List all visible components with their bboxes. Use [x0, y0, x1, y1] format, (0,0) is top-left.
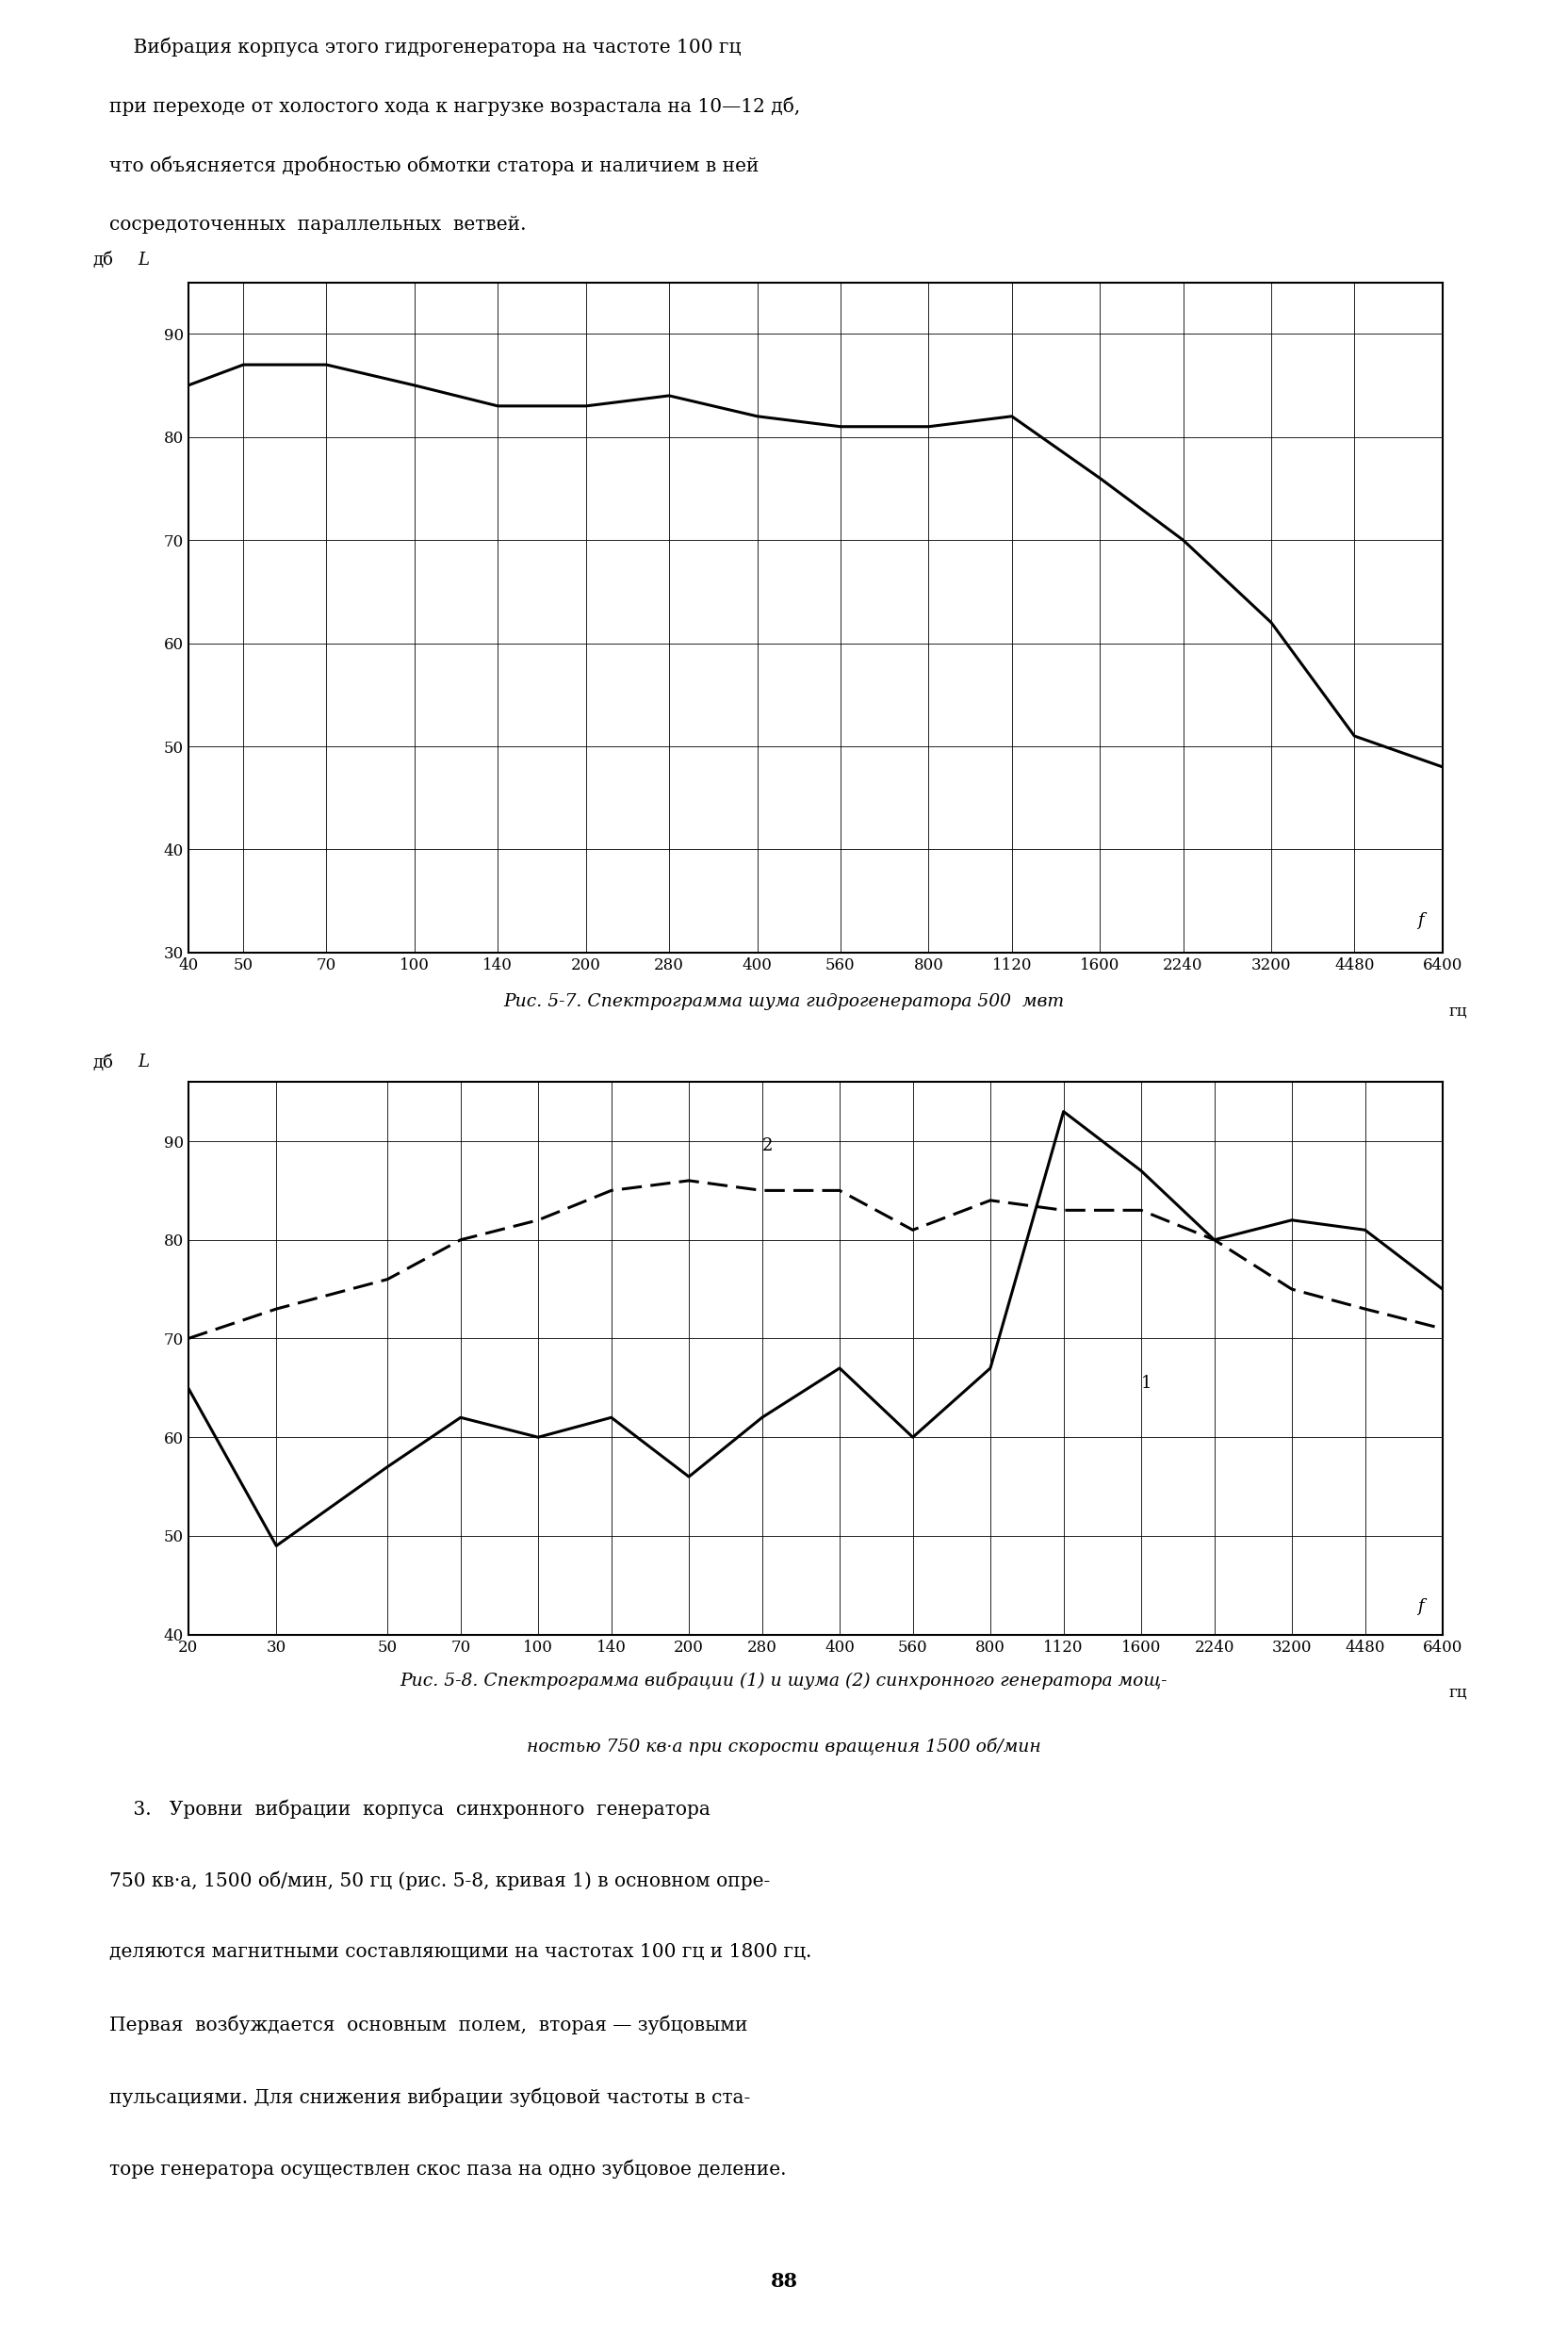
Text: 3.   Уровни  вибрации  корпуса  синхронного  генератора: 3. Уровни вибрации корпуса синхронного г…	[110, 1799, 710, 1818]
Text: пульсациями. Для снижения вибрации зубцовой частоты в ста-: пульсациями. Для снижения вибрации зубцо…	[110, 2089, 751, 2107]
Text: 2: 2	[762, 1138, 773, 1155]
Text: 88: 88	[770, 2272, 798, 2291]
Text: дб: дб	[93, 252, 113, 268]
Text: L: L	[138, 252, 149, 268]
Text: при переходе от холостого хода к нагрузке возрастала на 10—12 дб,: при переходе от холостого хода к нагрузк…	[110, 96, 801, 115]
Text: деляются магнитными составляющими на частотах 100 гц и 1800 гц.: деляются магнитными составляющими на час…	[110, 1943, 812, 1962]
Text: Рис. 5-8. Спектрограмма вибрации (1) и шума (2) синхронного генератора мощ-: Рис. 5-8. Спектрограмма вибрации (1) и ш…	[400, 1672, 1168, 1689]
Text: 1: 1	[1142, 1374, 1152, 1392]
Text: гц: гц	[1449, 1002, 1468, 1018]
Text: L: L	[138, 1054, 149, 1070]
Text: 750 кв·а, 1500 об/мин, 50 гц (рис. 5-8, кривая 1) в основном опре-: 750 кв·а, 1500 об/мин, 50 гц (рис. 5-8, …	[110, 1872, 770, 1891]
Text: f: f	[1417, 1599, 1424, 1616]
Text: дб: дб	[93, 1054, 113, 1070]
Text: Первая  возбуждается  основным  полем,  вторая — зубцовыми: Первая возбуждается основным полем, втор…	[110, 2016, 748, 2034]
Text: что объясняется дробностью обмотки статора и наличием в ней: что объясняется дробностью обмотки стато…	[110, 155, 759, 176]
Text: торе генератора осуществлен скос паза на одно зубцовое деление.: торе генератора осуществлен скос паза на…	[110, 2159, 787, 2178]
Text: f: f	[1417, 913, 1424, 929]
Text: ностью 750 кв·а при скорости вращения 1500 об/мин: ностью 750 кв·а при скорости вращения 15…	[527, 1738, 1041, 1755]
Text: гц: гц	[1449, 1684, 1468, 1700]
Text: сосредоточенных  параллельных  ветвей.: сосредоточенных параллельных ветвей.	[110, 216, 527, 233]
Text: Рис. 5-7. Спектрограмма шума гидрогенератора 500  мвт: Рис. 5-7. Спектрограмма шума гидрогенера…	[503, 993, 1065, 1011]
Text: Вибрация корпуса этого гидрогенератора на частоте 100 гц: Вибрация корпуса этого гидрогенератора н…	[110, 38, 742, 56]
